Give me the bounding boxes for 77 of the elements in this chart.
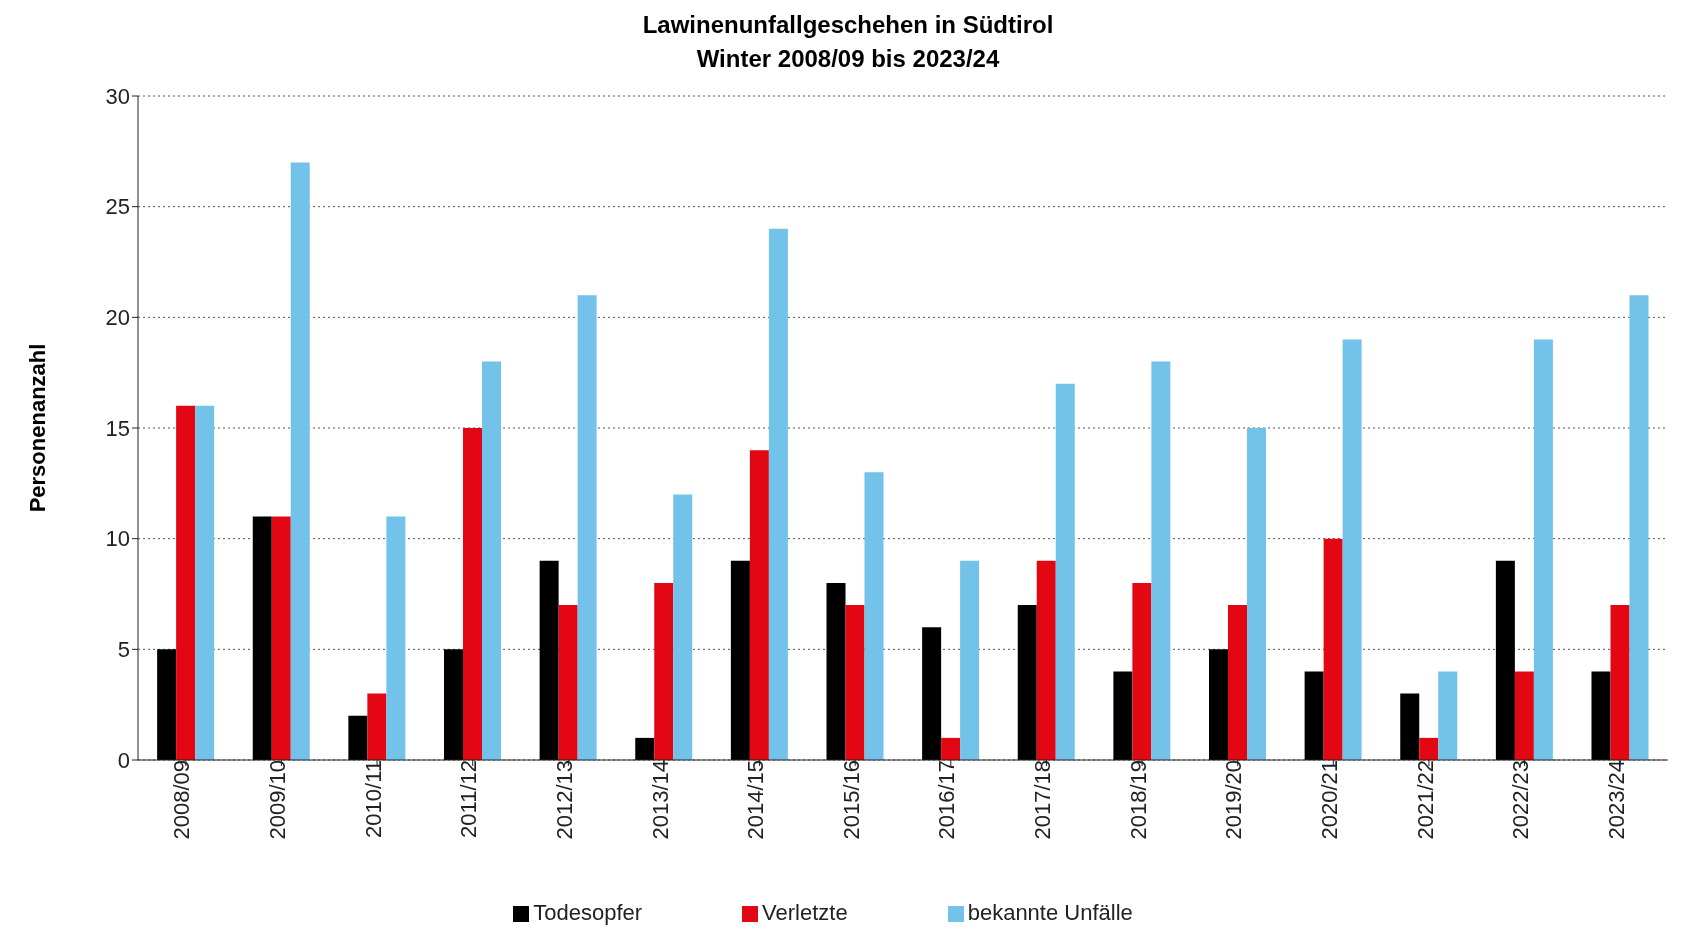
bar	[1228, 605, 1247, 760]
bar	[157, 649, 177, 760]
chart-subtitle: Winter 2008/09 bis 2023/24	[695, 44, 1001, 74]
bar	[1514, 671, 1534, 760]
bar	[195, 405, 215, 760]
x-tick-label: 2018/19	[1125, 760, 1151, 840]
bar	[1533, 339, 1553, 760]
bar	[768, 228, 788, 760]
bar	[539, 560, 559, 760]
bar	[673, 494, 693, 760]
bar	[941, 737, 961, 760]
bar	[845, 605, 865, 760]
y-tick-label: 0	[117, 747, 130, 773]
bar	[1151, 361, 1171, 760]
bar	[749, 450, 769, 760]
x-tick-label: 2021/22	[1412, 760, 1438, 840]
bar	[348, 715, 368, 760]
bar	[463, 428, 482, 760]
x-tick-label: 2009/10	[265, 760, 291, 840]
bar	[1323, 538, 1343, 760]
x-tick-label: 2014/15	[743, 760, 769, 840]
x-tick-label: 2012/13	[551, 760, 577, 840]
bar	[367, 693, 387, 760]
x-tick-label: 2016/17	[934, 760, 960, 840]
bar	[1113, 671, 1133, 760]
bar	[558, 605, 578, 760]
bar	[577, 295, 597, 760]
bar	[1342, 339, 1362, 760]
y-tick-label: 15	[105, 415, 130, 441]
bar	[176, 405, 196, 760]
x-tick-label: 2008/09	[169, 760, 195, 840]
bar	[826, 582, 846, 760]
x-tick-label: 2011/12	[456, 760, 482, 838]
legend-label: bekannte Unfälle	[967, 900, 1133, 925]
bar	[960, 560, 980, 760]
bar	[635, 737, 655, 760]
bar	[730, 560, 750, 760]
legend-label: Verletzte	[762, 900, 848, 925]
bar	[482, 361, 501, 760]
x-tick-label: 2023/24	[1603, 760, 1629, 840]
bar	[1438, 671, 1458, 760]
bar	[271, 516, 291, 760]
x-tick-label: 2015/16	[838, 760, 864, 840]
y-tick-label: 30	[105, 83, 130, 109]
y-tick-label: 20	[105, 305, 130, 331]
x-tick-label: 2017/18	[1030, 760, 1056, 840]
bar	[444, 649, 463, 760]
y-tick-label: 5	[117, 637, 130, 663]
bar	[1591, 671, 1611, 760]
bar	[1247, 428, 1266, 760]
y-tick-label: 10	[105, 526, 130, 552]
bar	[922, 627, 942, 760]
bar	[1629, 295, 1649, 760]
legend-label: Todesopfer	[533, 900, 643, 925]
bar	[386, 516, 406, 760]
x-tick-label: 2013/14	[647, 760, 673, 840]
bar	[1209, 649, 1228, 760]
chart-title: Lawinenunfallgeschehen in Südtirol	[641, 10, 1055, 40]
x-tick-label: 2022/23	[1508, 760, 1534, 840]
x-tick-label: 2010/11	[360, 760, 386, 838]
x-tick-label: 2019/20	[1221, 760, 1247, 840]
bar	[864, 472, 884, 760]
bar	[1304, 671, 1324, 760]
bar	[1400, 693, 1420, 760]
bar	[1419, 737, 1439, 760]
bar	[654, 582, 674, 760]
bar	[1495, 560, 1515, 760]
bar	[1036, 560, 1056, 760]
bar	[252, 516, 272, 760]
y-tick-label: 25	[105, 194, 130, 220]
bar	[290, 162, 310, 760]
y-axis-title: Personenanzahl	[25, 343, 51, 513]
bar	[1055, 383, 1075, 760]
x-tick-label: 2020/21	[1316, 760, 1342, 840]
bar	[1610, 605, 1630, 760]
bar	[1132, 582, 1152, 760]
bar	[1017, 605, 1037, 760]
